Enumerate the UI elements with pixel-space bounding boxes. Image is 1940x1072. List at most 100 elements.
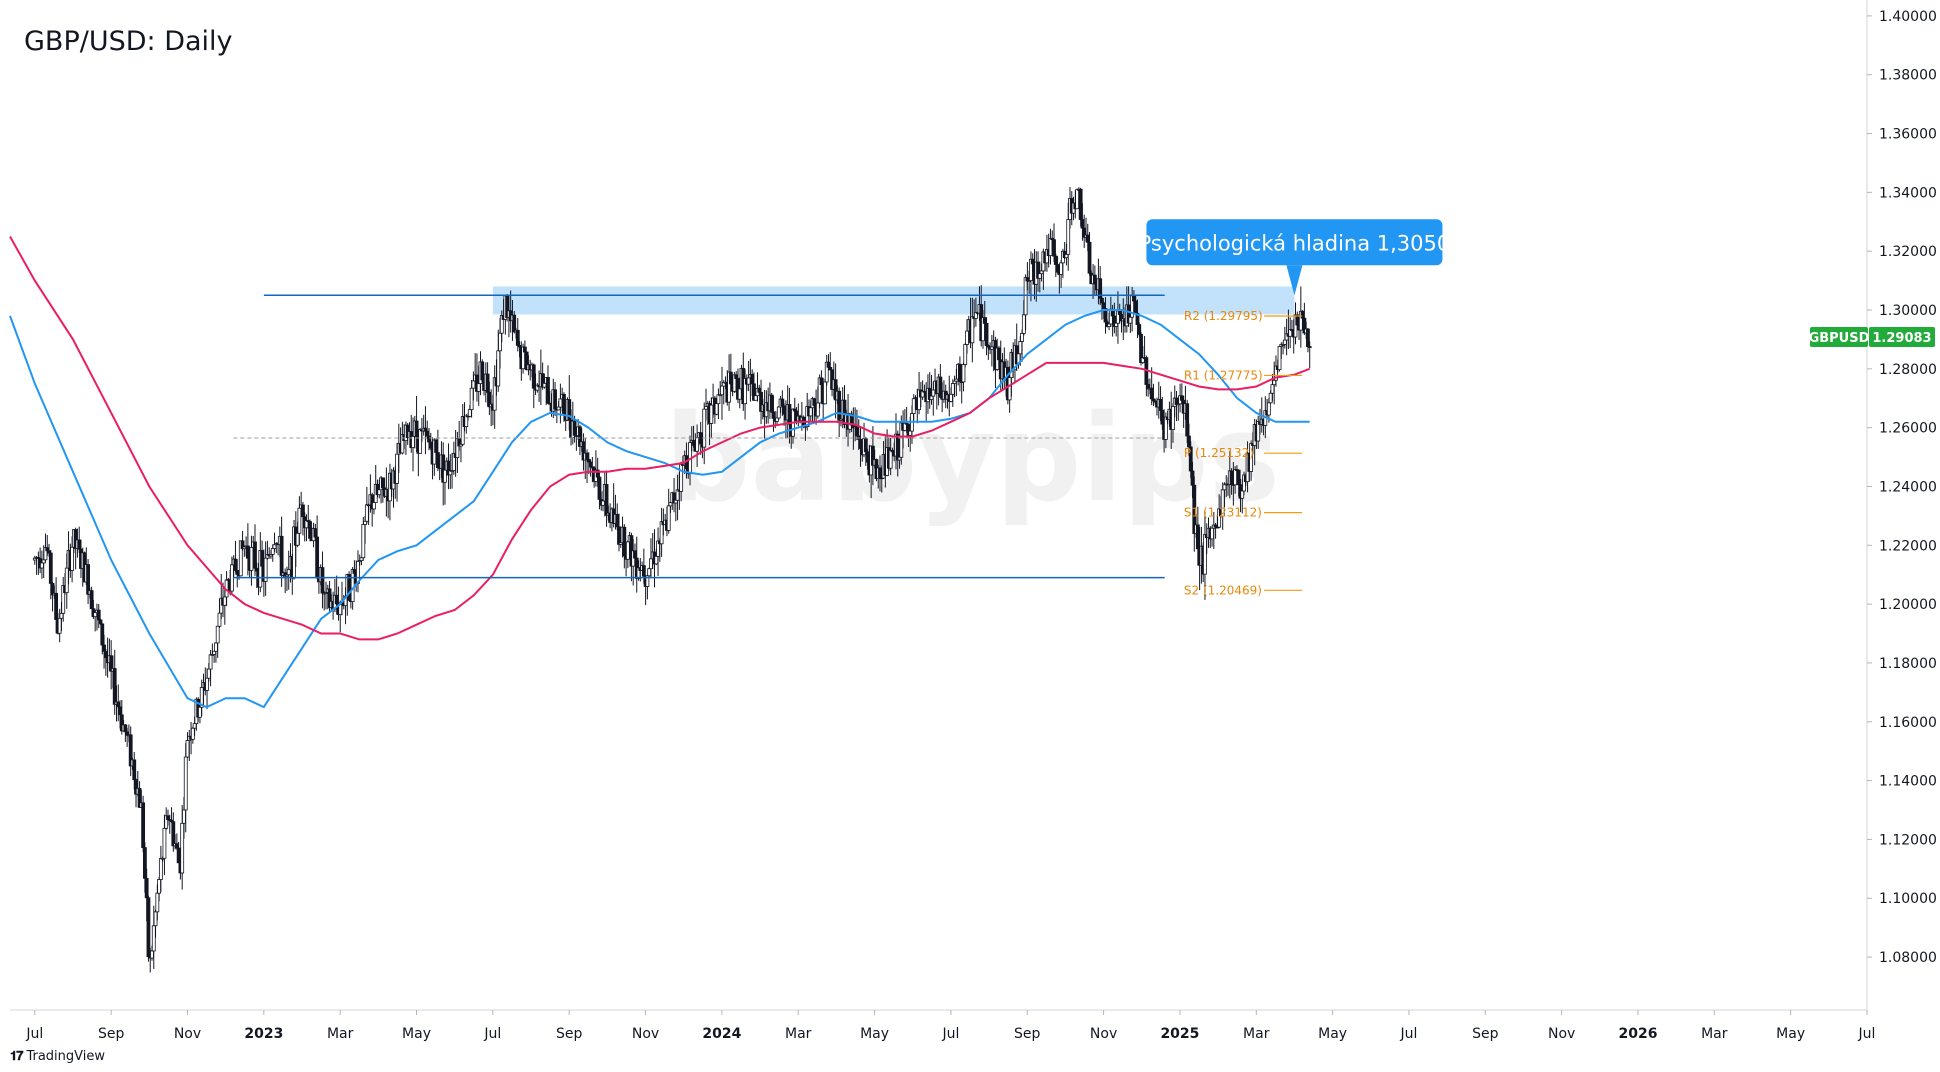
candle-body	[753, 395, 758, 401]
x-tick-label: Jul	[25, 1026, 43, 1042]
candle-body	[970, 316, 975, 344]
brand-label: TradingView	[26, 1049, 106, 1064]
candle-body	[601, 500, 605, 506]
candle-body	[1160, 410, 1165, 425]
candle-body	[418, 429, 423, 454]
callout-text: Psychologická hladina 1,3050	[1139, 231, 1451, 255]
candle-body	[1203, 534, 1207, 575]
candle-body	[819, 377, 824, 386]
y-tick-label: 1.34000	[1879, 185, 1937, 201]
candle-body	[1092, 274, 1097, 285]
candle-body	[728, 371, 733, 385]
x-tick-label: Sep	[556, 1026, 583, 1042]
tradingview-logo-icon: 𝟏𝟕	[10, 1049, 24, 1064]
candle-body	[1272, 379, 1277, 386]
candle-body	[647, 568, 652, 577]
candle-body	[427, 435, 431, 443]
candle-body	[938, 376, 943, 398]
candle-body	[982, 317, 987, 324]
x-tick-label: May	[402, 1026, 431, 1042]
candle-body	[146, 897, 151, 958]
candle-body	[59, 612, 64, 619]
candle-body	[911, 398, 916, 414]
candle-body	[1282, 339, 1287, 345]
candle-body	[1179, 395, 1184, 401]
candle-body	[70, 546, 74, 571]
candle-body	[142, 847, 147, 879]
x-tick-label: Nov	[1090, 1026, 1117, 1042]
candle-body	[1277, 346, 1282, 371]
candle-body	[542, 382, 547, 388]
candle-body	[714, 403, 719, 415]
candle-body	[823, 381, 827, 405]
y-tick-label: 1.22000	[1879, 538, 1937, 554]
candle-body	[150, 950, 154, 959]
pivot-label: P (1.25132)	[1184, 446, 1254, 460]
candle-body	[1210, 527, 1214, 540]
candle-body	[863, 438, 868, 453]
candle-body	[855, 426, 859, 437]
tradingview-brand[interactable]: 𝟏𝟕 TradingView	[10, 1049, 105, 1064]
candle-body	[77, 539, 82, 550]
candle-body	[158, 858, 163, 880]
y-tick-label: 1.32000	[1879, 244, 1937, 260]
candle-body	[615, 513, 620, 528]
candle-body	[1300, 310, 1305, 319]
candle-body	[1185, 403, 1190, 437]
candle-body	[57, 617, 62, 634]
candle-body	[691, 440, 696, 446]
candle-body	[372, 502, 376, 510]
candle-body	[1078, 188, 1083, 220]
candle-body	[878, 467, 882, 479]
candle-body	[961, 364, 966, 383]
candle-body	[1064, 253, 1069, 259]
candle-body	[929, 395, 934, 400]
candle-body	[380, 477, 385, 489]
candle-body	[132, 759, 137, 781]
candle-body	[1195, 524, 1200, 550]
candle-body	[45, 547, 50, 552]
x-tick-label: Sep	[1014, 1026, 1041, 1042]
candle-body	[297, 507, 302, 534]
candle-body	[1190, 470, 1195, 486]
candle-body	[112, 668, 117, 705]
candle-body	[185, 740, 190, 758]
candle-body	[141, 802, 146, 849]
candle-body	[1018, 341, 1023, 355]
y-tick-label: 1.36000	[1879, 127, 1937, 143]
candle-body	[469, 387, 474, 410]
candle-body	[1163, 416, 1168, 440]
candle-body	[153, 911, 158, 927]
candle-body	[1266, 402, 1271, 416]
candle-body	[286, 569, 291, 576]
moving-averages	[9, 236, 1311, 709]
y-tick-label: 1.26000	[1879, 421, 1937, 437]
x-tick-label: Jul	[1399, 1026, 1417, 1042]
candle-body	[364, 504, 369, 522]
candle-body	[352, 569, 357, 574]
x-tick-label: Mar	[1701, 1026, 1728, 1042]
chart-title: GBP/USD: Daily	[24, 26, 233, 57]
candle-body	[498, 332, 502, 352]
candle-body	[858, 438, 863, 449]
candle-body	[512, 314, 517, 333]
candle-body	[313, 528, 318, 538]
candle-body	[48, 552, 53, 584]
candle-body	[301, 504, 305, 518]
candle-body	[531, 364, 536, 389]
candle-body	[254, 567, 259, 572]
y-tick-label: 1.16000	[1879, 715, 1937, 731]
sma-fast-line	[9, 309, 1310, 709]
candle-body	[649, 558, 653, 570]
candle-body	[1059, 262, 1064, 275]
candle-body	[485, 373, 490, 393]
x-tick-label: 2024	[702, 1026, 741, 1042]
symbol-badge	[1810, 326, 1868, 347]
candle-body	[471, 380, 476, 389]
candle-body	[233, 558, 238, 571]
candle-body	[1023, 277, 1028, 316]
pivot-label: R1 (1.27775)	[1184, 368, 1263, 382]
candle-body	[698, 432, 703, 444]
candle-body	[180, 822, 185, 874]
